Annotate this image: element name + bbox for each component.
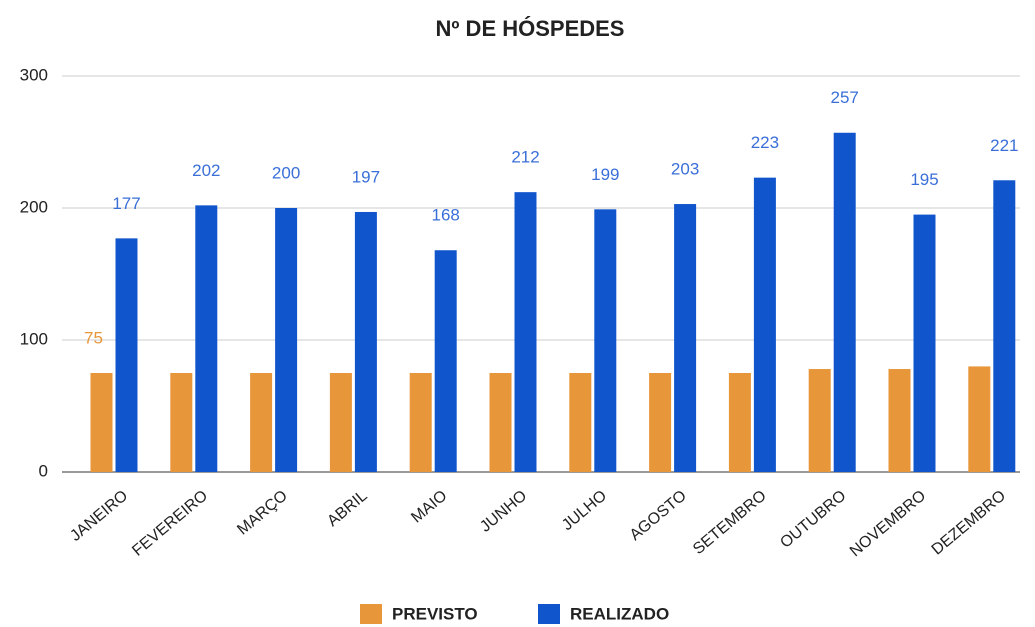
data-label: 257 [831,88,859,107]
x-tick-label: JULHO [559,487,610,534]
x-tick-label: FEVEREIRO [129,487,211,559]
bar [649,373,672,472]
x-tick-label: JANEIRO [67,487,131,545]
bar [808,369,831,472]
bar [90,373,113,472]
bar [753,177,776,472]
x-tick-label: MAIO [408,487,450,526]
x-tick-label: NOVEMBRO [847,487,929,560]
data-label: 177 [112,194,140,213]
x-tick-label: ABRIL [324,487,370,530]
data-label: 199 [591,165,619,184]
data-label: 203 [671,160,699,179]
bar [968,366,991,472]
data-label: 212 [511,148,539,167]
bar [674,204,697,473]
legend-swatch [538,604,560,624]
x-tick-label: JUNHO [477,487,530,535]
legend-swatch [360,604,382,624]
data-label: 195 [910,170,938,189]
bar [115,238,138,472]
legend-label: REALIZADO [570,604,669,623]
bar [913,214,936,472]
y-tick-label: 300 [20,65,48,84]
data-label: 75 [84,328,103,347]
y-tick-label: 0 [39,461,48,480]
bar [888,369,911,472]
bar [329,373,352,472]
y-tick-label: 100 [20,329,48,348]
bar [170,373,193,472]
data-label: 221 [990,136,1018,155]
x-tick-label: OUTUBRO [777,487,849,551]
bar [594,209,617,472]
bar [275,208,298,472]
bar [728,373,751,472]
bar [489,373,512,472]
chart-title: Nº DE HÓSPEDES [436,16,625,41]
data-label: 168 [432,206,460,225]
bar [250,373,273,472]
x-tick-label: AGOSTO [627,487,690,544]
bar [354,211,377,472]
data-label: 200 [272,163,300,182]
bar [993,180,1016,472]
x-tick-label: MARÇO [234,487,291,538]
bar [434,250,457,472]
x-tick-label: SETEMBRO [690,487,770,558]
x-tick-label: DEZEMBRO [929,487,1009,558]
legend-label: PREVISTO [392,604,478,623]
bar [833,132,856,472]
bar [569,373,592,472]
data-label: 202 [192,161,220,180]
y-tick-label: 200 [20,197,48,216]
bar [409,373,432,472]
data-label: 197 [352,167,380,186]
bar [514,192,537,472]
data-label: 223 [751,133,779,152]
bar [195,205,218,473]
